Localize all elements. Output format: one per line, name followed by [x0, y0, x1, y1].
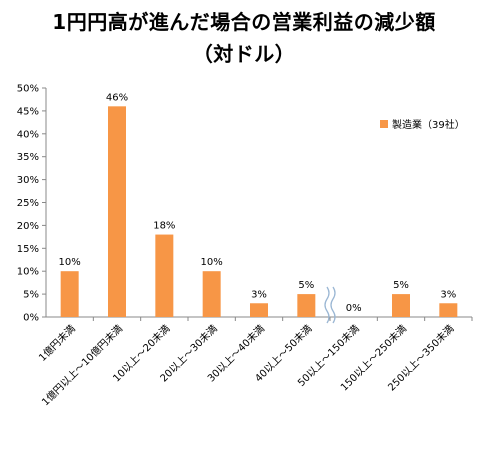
axis-break-icon	[330, 286, 336, 324]
bar	[392, 294, 410, 317]
y-tick-label: 5%	[23, 290, 39, 301]
y-tick-label: 25%	[17, 198, 39, 209]
y-tick-label: 35%	[17, 152, 39, 163]
axis-break-icon	[324, 286, 330, 324]
y-tick-label: 15%	[17, 244, 39, 255]
y-tick-label: 45%	[17, 106, 39, 117]
bar	[297, 294, 316, 317]
data-label: 3%	[251, 289, 267, 300]
bar	[439, 303, 458, 317]
bar	[155, 234, 174, 317]
bar	[202, 271, 221, 317]
data-label: 5%	[298, 280, 314, 291]
legend-label: 製造業（39社）	[392, 118, 465, 131]
bar	[60, 271, 79, 317]
bar	[108, 106, 126, 317]
y-tick-label: 20%	[17, 221, 39, 232]
chart-subtitle: （対ドル）	[192, 42, 296, 66]
y-tick-label: 40%	[17, 129, 39, 140]
y-tick-label: 30%	[17, 175, 39, 186]
chart-title: 1円円高が進んだ場合の営業利益の減少額	[52, 10, 436, 34]
data-label: 46%	[106, 92, 128, 103]
y-tick-label: 0%	[23, 313, 39, 324]
data-label: 10%	[201, 257, 223, 268]
bar	[250, 303, 268, 317]
x-category-label: 1億円以上～10億円未満	[39, 322, 125, 408]
data-label: 5%	[393, 280, 409, 291]
data-label: 0%	[346, 303, 362, 314]
data-label: 3%	[440, 289, 456, 300]
legend-swatch	[380, 120, 388, 128]
data-label: 10%	[59, 257, 81, 268]
y-tick-label: 10%	[17, 267, 39, 278]
y-tick-label: 50%	[17, 84, 39, 95]
data-label: 18%	[153, 221, 175, 232]
x-category-label: 1億円未満	[36, 322, 78, 364]
